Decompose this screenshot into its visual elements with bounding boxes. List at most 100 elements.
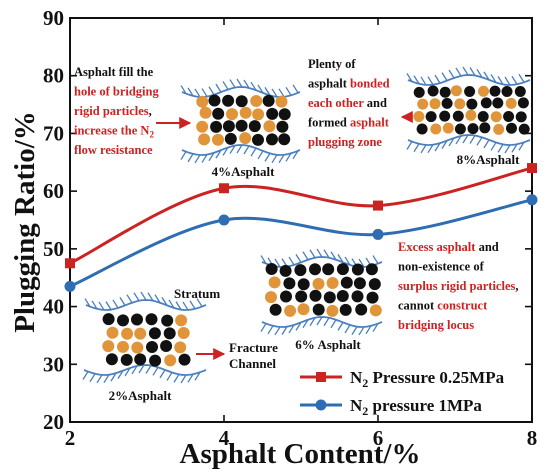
particle: [279, 264, 292, 277]
particle: [368, 278, 381, 291]
note-top-right-line: Plenty of: [308, 57, 356, 71]
particle: [501, 86, 513, 97]
particle: [493, 123, 505, 135]
series-0-point: [373, 200, 383, 211]
particle: [263, 120, 276, 133]
particle: [480, 97, 492, 109]
stratum-hatch: [152, 366, 159, 376]
stratum-hatch: [274, 258, 281, 268]
stratum-hatch: [285, 152, 292, 162]
particle: [477, 111, 489, 122]
stratum-hatch: [490, 142, 497, 151]
legend-marker-1: [315, 399, 327, 411]
stratum-hatch: [337, 322, 344, 331]
y-tick-label: 60: [43, 179, 64, 203]
stratum-hatch: [194, 371, 201, 381]
stratum-hatch: [365, 325, 372, 335]
stratum-hatch: [194, 154, 201, 164]
note-bottom-right-line: bridging locus: [398, 318, 474, 332]
particle: [269, 303, 282, 316]
y-tick-label: 40: [43, 295, 64, 319]
particle: [120, 353, 133, 366]
note-left-line: flow resistance: [74, 143, 153, 157]
stratum-hatch: [427, 144, 434, 154]
stratum-hatch: [420, 76, 427, 86]
particle: [117, 314, 129, 327]
note-bottom-right-line: cannot construct: [398, 299, 488, 313]
stratum-hatch: [194, 88, 201, 98]
y-tick-label: 70: [43, 121, 64, 145]
series-0-point: [527, 163, 537, 174]
stratum-hatch: [124, 367, 131, 377]
particle: [278, 133, 291, 146]
stratum-hatch: [295, 254, 302, 263]
stratum-hatch: [264, 87, 271, 96]
particle: [222, 94, 235, 107]
particle: [465, 109, 477, 121]
note-top-right: Plenty of asphalt bonded each other and for…: [308, 57, 390, 149]
note-bottom-right: Excess asphalt and non-existence of surplu…: [398, 240, 519, 332]
particle: [427, 85, 439, 97]
stratum-hatch: [462, 134, 469, 144]
particle: [336, 290, 349, 302]
stratum-hatch: [406, 73, 413, 82]
stratum-hatch: [302, 319, 309, 329]
stratum-hatch: [281, 326, 288, 335]
stratum-hatch: [117, 370, 124, 379]
legend-marker-0: [316, 372, 326, 382]
particle: [478, 85, 489, 97]
stratum-hatch: [208, 152, 215, 162]
stratum-hatch: [497, 144, 504, 153]
stratum-hatch: [182, 301, 189, 311]
stratum-hatch: [260, 255, 267, 264]
particle: [366, 291, 379, 304]
particle: [248, 120, 261, 133]
particle: [146, 341, 158, 353]
particle: [148, 327, 161, 340]
series-0-point: [219, 183, 229, 194]
stratum-hatch: [119, 297, 126, 306]
particle: [503, 111, 515, 122]
stratum-hatch: [145, 365, 152, 374]
stratum-hatch: [316, 248, 323, 258]
particle: [326, 304, 339, 317]
stratum-hatch: [302, 251, 309, 261]
particle: [467, 123, 479, 135]
plot-area: [69, 17, 533, 423]
stratum-hatch: [504, 76, 511, 86]
stratum-hatch: [344, 256, 351, 266]
stratum-hatch: [91, 300, 98, 310]
particle: [106, 326, 119, 339]
legend-label-1: N2 pressure 1MPa: [350, 396, 482, 418]
stratum-hatch: [271, 154, 278, 164]
particle: [351, 290, 364, 303]
stratum-hatch: [126, 294, 133, 304]
particle: [224, 132, 237, 145]
plot-border: [69, 17, 533, 423]
y-tick-label: 20: [43, 410, 64, 434]
particle: [250, 95, 263, 107]
label-2pct-asphalt: 2%Asphalt: [109, 388, 173, 403]
particle: [174, 341, 187, 354]
stratum-hatch: [309, 249, 316, 259]
particle: [212, 107, 225, 120]
stratum-hatch: [168, 299, 175, 309]
stratum-hatch: [264, 153, 271, 162]
stratum-hatch: [278, 154, 285, 164]
stratum-hatch: [504, 144, 511, 154]
particle: [506, 122, 517, 134]
particle: [297, 303, 310, 316]
series-line-0: [69, 166, 533, 265]
stratum-hatch: [413, 75, 420, 85]
stratum-hatch: [260, 323, 267, 332]
stratum-line: [83, 364, 207, 376]
particle: [265, 291, 277, 304]
stratum-hatch: [201, 88, 208, 97]
particle: [297, 278, 310, 291]
particle: [340, 276, 353, 289]
stratum-hatch: [420, 144, 427, 154]
series-1-point: [64, 280, 76, 292]
note-bottom-right-line: surplus rigid particles,: [398, 279, 519, 293]
particle: [439, 86, 451, 98]
particle: [452, 110, 464, 122]
